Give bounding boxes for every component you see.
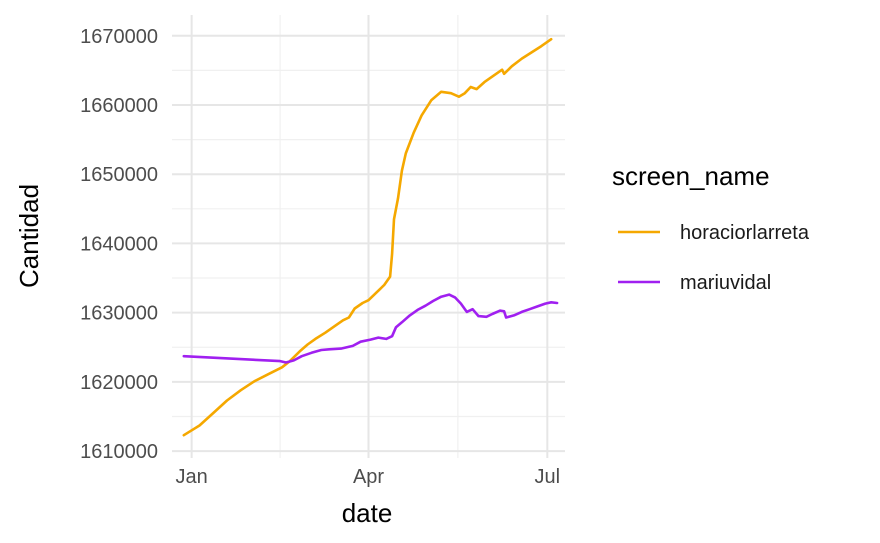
x-axis-ticks: Jan Apr Jul bbox=[176, 466, 561, 488]
y-tick-label: 1640000 bbox=[80, 233, 158, 255]
y-tick-label: 1650000 bbox=[80, 164, 158, 186]
series-line-mariuvidal bbox=[182, 293, 559, 364]
legend-title: screen_name bbox=[612, 161, 770, 191]
y-axis-title: Cantidad bbox=[14, 184, 44, 288]
y-tick-label: 1610000 bbox=[80, 441, 158, 463]
grid-major bbox=[172, 15, 565, 458]
series-layer bbox=[182, 37, 559, 437]
legend-label-mariuvidal: mariuvidal bbox=[680, 272, 771, 294]
x-tick-label: Jan bbox=[176, 466, 208, 488]
x-tick-label: Apr bbox=[353, 466, 384, 488]
x-axis-title: date bbox=[342, 498, 393, 528]
y-tick-label: 1670000 bbox=[80, 26, 158, 48]
y-tick-label: 1620000 bbox=[80, 372, 158, 394]
series-line-horaciorlarreta bbox=[182, 37, 553, 437]
legend-label-horaciorlarreta: horaciorlarreta bbox=[680, 222, 810, 244]
legend: screen_name horaciorlarreta mariuvidal bbox=[612, 161, 810, 294]
y-axis-ticks: 1610000 1620000 1630000 1640000 1650000 16600… bbox=[80, 26, 158, 463]
y-tick-label: 1660000 bbox=[80, 95, 158, 117]
y-tick-label: 1630000 bbox=[80, 303, 158, 325]
x-tick-label: Jul bbox=[535, 466, 561, 488]
